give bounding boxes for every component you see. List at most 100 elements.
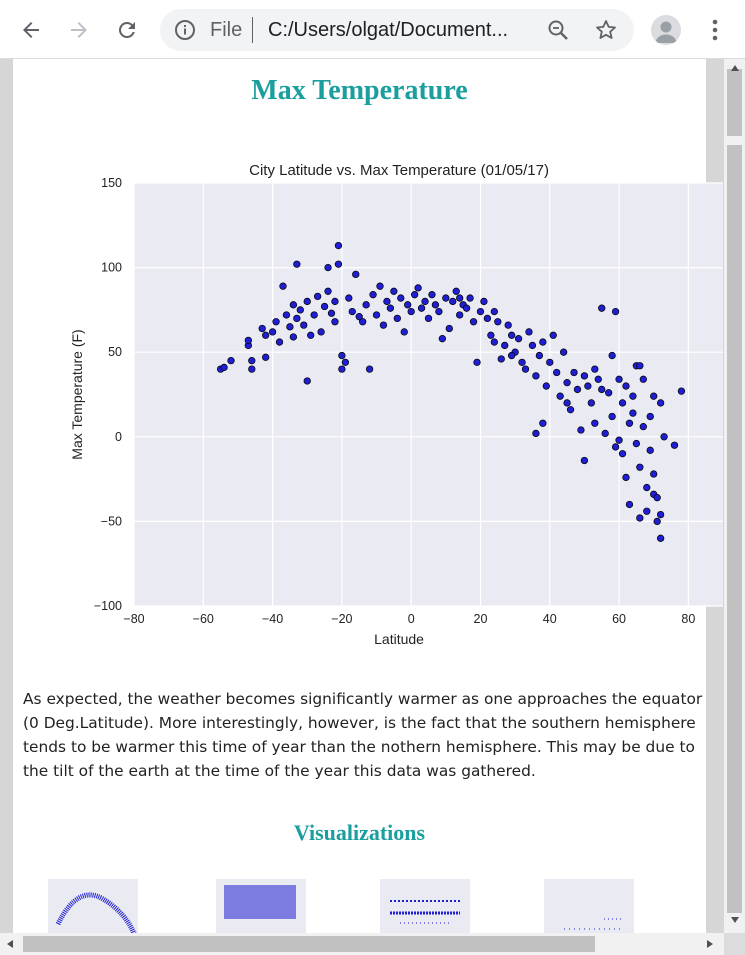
data-point	[487, 331, 495, 339]
data-point	[580, 456, 589, 465]
forward-button[interactable]	[64, 15, 94, 45]
url-scheme-label: File	[210, 19, 243, 41]
page-viewport: Max Temperature −80 −60 −40 −20 0 20 40 60 80 −10…	[0, 59, 724, 933]
profile-avatar[interactable]	[651, 15, 681, 45]
data-point	[656, 399, 665, 407]
data-point	[677, 387, 686, 395]
bookmark-star-icon[interactable]	[594, 18, 618, 42]
scrollbar-thumb-top[interactable]	[727, 69, 742, 136]
x-tick-label: 60	[612, 612, 626, 626]
data-point	[629, 392, 637, 400]
data-point	[289, 333, 298, 341]
data-point	[352, 270, 360, 279]
scroll-up-icon[interactable]	[730, 64, 740, 72]
data-point	[625, 419, 634, 427]
thumbnail-plot	[380, 879, 470, 933]
data-point	[379, 321, 388, 329]
data-point	[615, 436, 623, 444]
data-point	[272, 318, 280, 326]
zoom-icon[interactable]	[547, 19, 569, 41]
data-point	[414, 284, 422, 292]
horizontal-scrollbar[interactable]	[0, 933, 724, 955]
data-point	[525, 328, 533, 336]
data-point	[532, 372, 540, 380]
data-point	[521, 365, 530, 373]
person-icon	[655, 21, 677, 43]
data-point	[227, 357, 235, 365]
scrollbar-thumb[interactable]	[727, 145, 742, 913]
data-point	[618, 399, 627, 407]
thumbnail-wind-speed[interactable]	[534, 871, 634, 933]
data-point	[262, 331, 270, 339]
data-point	[376, 282, 384, 290]
data-point	[480, 297, 488, 306]
data-point	[324, 263, 332, 272]
data-point	[282, 311, 291, 319]
data-point	[598, 304, 606, 312]
back-arrow-icon	[23, 22, 39, 38]
data-point	[244, 336, 252, 345]
forward-arrow-icon	[71, 22, 87, 38]
h-scrollbar-thumb[interactable]	[23, 936, 595, 952]
data-point	[490, 307, 498, 316]
data-point	[514, 335, 523, 343]
scroll-left-icon[interactable]	[6, 939, 14, 949]
data-point	[573, 385, 582, 394]
thumbnail-cloudiness[interactable]	[370, 871, 470, 933]
data-point	[331, 318, 339, 326]
url-text[interactable]: C:/Users/olgat/Document...	[268, 19, 509, 41]
data-point	[262, 353, 270, 361]
y-tick-label: −100	[94, 599, 122, 613]
y-tick-label: 50	[108, 345, 122, 359]
data-point	[462, 304, 471, 312]
data-point	[508, 331, 516, 339]
back-button[interactable]	[16, 15, 46, 45]
vertical-scrollbar[interactable]	[724, 59, 745, 933]
address-bar[interactable]: File C:/Users/olgat/Document...	[160, 9, 634, 51]
thumbnail-humidity[interactable]	[206, 871, 306, 933]
scatter-chart: −80 −60 −40 −20 0 20 40 60 80 −100 −50 0 50 100 150 Cit…	[69, 162, 723, 647]
data-point	[466, 294, 474, 302]
data-point	[334, 241, 343, 250]
data-point	[279, 282, 287, 290]
data-point	[410, 291, 419, 299]
data-point	[393, 314, 401, 323]
thumbnail-max-temperature[interactable]	[38, 871, 138, 933]
data-point	[532, 429, 540, 438]
data-point	[386, 304, 395, 312]
data-point	[549, 331, 557, 339]
data-point	[469, 318, 478, 326]
data-point	[417, 304, 426, 312]
data-point	[660, 433, 668, 441]
data-point	[501, 341, 509, 350]
data-point	[670, 441, 679, 449]
data-point	[324, 287, 332, 295]
data-point	[504, 321, 512, 329]
browser-menu-button[interactable]	[705, 15, 725, 45]
data-point	[650, 392, 658, 400]
data-point	[508, 351, 516, 360]
browser-toolbar: File C:/Users/olgat/Document...	[0, 0, 745, 59]
x-axis-label: Latitude	[374, 631, 424, 647]
x-tick-label: −60	[193, 612, 214, 626]
data-point	[539, 419, 547, 427]
url-separator	[252, 17, 253, 43]
data-point	[407, 307, 415, 316]
data-point	[473, 358, 481, 367]
data-point	[404, 301, 412, 309]
info-icon[interactable]	[174, 19, 196, 41]
scroll-down-icon[interactable]	[730, 916, 740, 924]
data-point	[539, 338, 547, 346]
thumbnail-plot	[48, 879, 138, 933]
data-point	[476, 307, 485, 316]
data-point	[639, 375, 647, 383]
data-point	[598, 385, 606, 394]
x-tick-label: 80	[681, 612, 695, 626]
scroll-right-icon[interactable]	[706, 939, 714, 949]
data-point	[331, 297, 339, 306]
x-tick-label: −20	[331, 612, 352, 626]
data-point	[646, 412, 654, 421]
data-point	[359, 318, 367, 326]
reload-button[interactable]	[112, 15, 142, 45]
data-point	[591, 419, 599, 427]
